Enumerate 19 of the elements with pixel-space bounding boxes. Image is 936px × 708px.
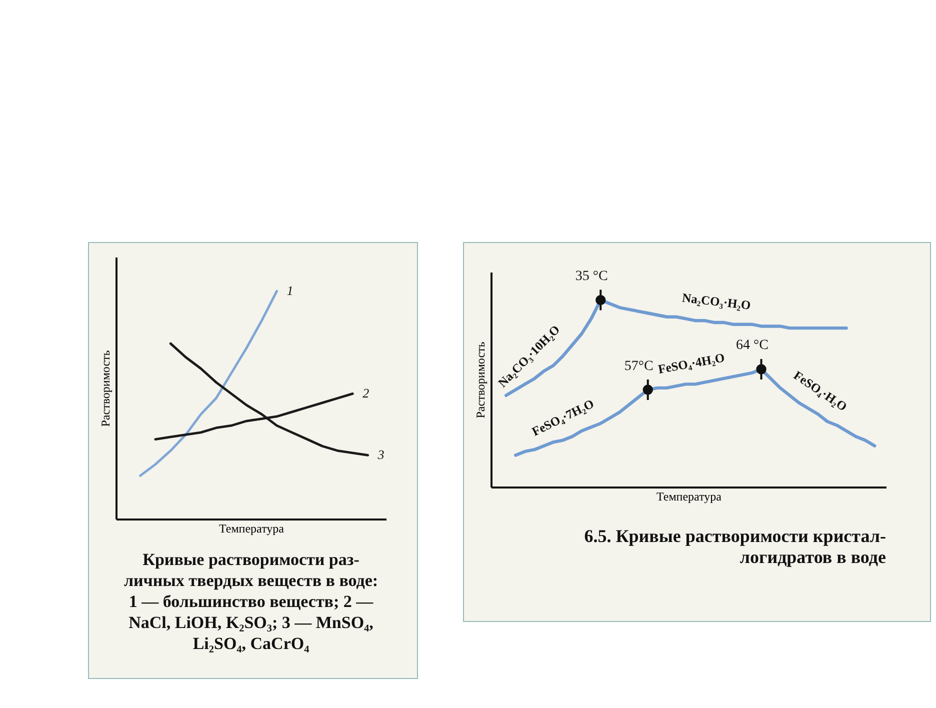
x-axis-title: Температура xyxy=(656,490,722,504)
annotation: 57°C xyxy=(624,358,654,374)
series-label: 3 xyxy=(376,447,385,462)
text: 6.5. Кривые растворимости кристал- xyxy=(584,526,886,546)
text: 1 — большинство веществ; 2 — xyxy=(128,592,374,611)
text: Кривые растворимости раз- xyxy=(142,550,360,569)
annotation: 35 °C xyxy=(575,269,608,284)
text: личных твердых веществ в воде: xyxy=(124,571,378,590)
y-axis-title: Растворимость xyxy=(98,350,112,427)
text: логидратов в воде xyxy=(740,547,886,567)
series-label: 2 xyxy=(362,386,370,401)
text: FeSO₄·4H₂O xyxy=(657,350,726,376)
x-axis-title: Температура xyxy=(219,522,285,536)
text: NaCl, LiOH, K₂SO₃; 3 — MnSO₄, xyxy=(128,613,374,632)
y-axis-title: Растворимость xyxy=(474,341,488,418)
annotation: 64 °C xyxy=(736,338,768,354)
text: Li₂SO₄, CaCrO₄ xyxy=(192,634,310,653)
series-label: 1 xyxy=(286,283,294,298)
text: Na₂CO₃·H₂O xyxy=(681,290,752,313)
